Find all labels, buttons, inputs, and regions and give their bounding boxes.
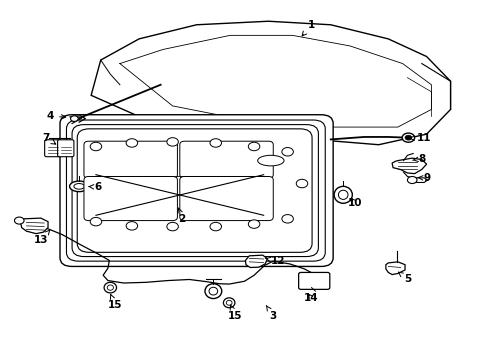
FancyBboxPatch shape	[84, 176, 177, 221]
FancyBboxPatch shape	[298, 273, 329, 289]
Circle shape	[209, 139, 221, 147]
Text: 1: 1	[302, 20, 315, 36]
Circle shape	[404, 135, 411, 140]
Text: 10: 10	[347, 198, 361, 208]
Text: 6: 6	[89, 182, 102, 192]
Ellipse shape	[257, 155, 284, 166]
Circle shape	[90, 217, 102, 226]
Polygon shape	[391, 158, 426, 174]
Polygon shape	[245, 255, 267, 267]
Ellipse shape	[104, 282, 116, 293]
Text: 14: 14	[304, 293, 318, 303]
Polygon shape	[20, 218, 48, 234]
FancyBboxPatch shape	[84, 141, 177, 178]
FancyBboxPatch shape	[60, 115, 332, 266]
Text: 15: 15	[227, 305, 242, 321]
Ellipse shape	[223, 298, 234, 308]
Circle shape	[166, 138, 178, 146]
Circle shape	[248, 220, 259, 228]
Ellipse shape	[69, 181, 89, 192]
Text: 5: 5	[398, 272, 410, 284]
Circle shape	[166, 222, 178, 231]
Polygon shape	[410, 178, 427, 183]
FancyBboxPatch shape	[72, 125, 318, 257]
Ellipse shape	[338, 190, 347, 199]
Circle shape	[296, 179, 307, 188]
Circle shape	[281, 215, 293, 223]
Text: 12: 12	[265, 256, 285, 266]
Text: 8: 8	[412, 154, 425, 164]
Circle shape	[248, 142, 259, 151]
FancyBboxPatch shape	[66, 120, 325, 261]
Text: 9: 9	[417, 173, 429, 183]
Circle shape	[126, 222, 137, 230]
Ellipse shape	[74, 184, 84, 189]
Circle shape	[407, 176, 416, 184]
Ellipse shape	[204, 284, 221, 298]
Text: 15: 15	[108, 294, 122, 310]
FancyBboxPatch shape	[77, 129, 311, 252]
Ellipse shape	[107, 285, 113, 290]
Text: 3: 3	[266, 306, 276, 321]
FancyBboxPatch shape	[180, 141, 273, 178]
Polygon shape	[385, 262, 404, 275]
Circle shape	[70, 116, 78, 121]
Ellipse shape	[208, 287, 217, 295]
FancyBboxPatch shape	[44, 140, 61, 157]
Ellipse shape	[333, 186, 351, 203]
Circle shape	[209, 222, 221, 231]
Circle shape	[15, 217, 24, 224]
Circle shape	[281, 148, 293, 156]
Text: 2: 2	[178, 208, 185, 224]
Circle shape	[401, 133, 414, 142]
Text: 7: 7	[42, 133, 56, 144]
FancyBboxPatch shape	[58, 140, 74, 157]
FancyBboxPatch shape	[180, 176, 273, 221]
Circle shape	[126, 139, 137, 147]
Text: 11: 11	[409, 133, 430, 143]
Text: 4: 4	[47, 112, 65, 121]
Circle shape	[90, 142, 102, 151]
Ellipse shape	[226, 300, 232, 305]
Text: 13: 13	[34, 230, 50, 245]
Polygon shape	[91, 21, 449, 145]
